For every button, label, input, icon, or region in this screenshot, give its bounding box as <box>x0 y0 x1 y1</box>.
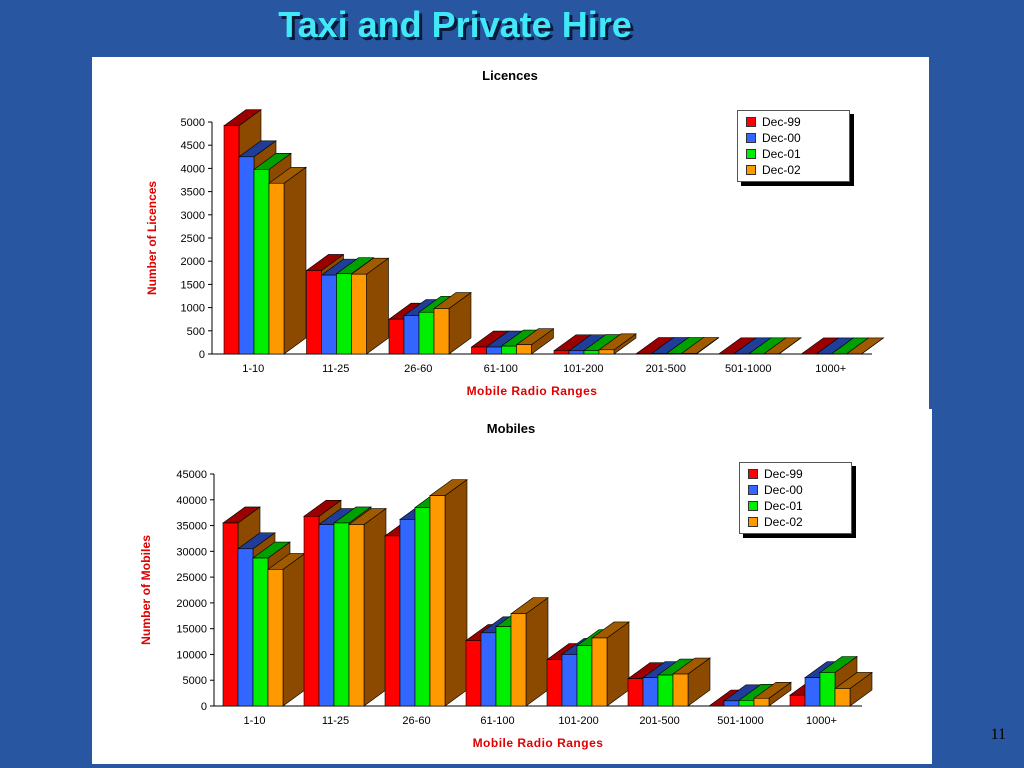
legend-swatch <box>746 117 756 127</box>
chart1-xtick-label: 26-60 <box>402 715 430 727</box>
chart0-xtick-label: 101-200 <box>563 363 603 375</box>
chart0-bar <box>680 336 720 355</box>
chart1-xtick-label: 501-1000 <box>717 715 764 727</box>
legend-swatch <box>746 133 756 143</box>
licences-legend: Dec-99 Dec-00 Dec-01 Dec-02 <box>737 110 850 182</box>
chart1-xtick-label: 1-10 <box>243 715 265 727</box>
chart0-ytick-label: 4000 <box>181 163 205 175</box>
chart1-ytick-label: 25000 <box>176 572 207 584</box>
chart1-bar <box>510 597 549 707</box>
chart1-bar <box>429 479 468 707</box>
legend-label: Dec-02 <box>764 515 803 529</box>
chart0-bar <box>350 257 390 355</box>
legend-item: Dec-99 <box>748 466 843 482</box>
chart0-ytick-label: 4500 <box>181 140 205 152</box>
chart0-bar <box>268 166 307 355</box>
legend-label: Dec-01 <box>762 147 801 161</box>
chart1-xtick-label: 11-25 <box>322 715 349 727</box>
chart1-bar <box>753 681 792 707</box>
licences-chart: Licences 0 500 1000 1500 2000 2500 3000 3500 4000… <box>145 68 885 398</box>
chart1-ytick-label: 45000 <box>176 469 207 481</box>
chart1-xtick-label: 1000+ <box>806 715 837 727</box>
chart0-xtick-label: 61-100 <box>484 363 518 375</box>
chart1-ytick-label: 35000 <box>176 521 207 533</box>
chart1-ytick-label: 20000 <box>176 598 207 610</box>
legend-label: Dec-99 <box>764 467 803 481</box>
chart1-xtick-label: 101-200 <box>558 715 598 727</box>
slide-title: Taxi and Private Hire <box>278 4 632 45</box>
chart0-xtick-label: 1-10 <box>242 363 264 375</box>
legend-item: Dec-01 <box>746 146 841 162</box>
chart0-ytick-label: 3500 <box>181 187 205 199</box>
chart0-bar <box>433 291 472 355</box>
chart1-ytick-label: 10000 <box>176 649 207 661</box>
legend-swatch <box>748 485 758 495</box>
legend-swatch <box>746 165 756 175</box>
chart1-ytick-label: 0 <box>201 701 207 713</box>
chart1-xtick-label: 201-500 <box>639 715 679 727</box>
chart0-xtick-label: 501-1000 <box>725 363 772 375</box>
chart1-ytick-label: 15000 <box>176 624 207 636</box>
chart0-xtick-label: 1000+ <box>815 363 846 375</box>
legend-label: Dec-00 <box>764 483 803 497</box>
legend-swatch <box>748 517 758 527</box>
chart1-xtick-label: 61-100 <box>480 715 514 727</box>
chart1-ytick-label: 5000 <box>183 675 207 687</box>
chart0-xtick-label: 11-25 <box>322 363 349 375</box>
legend-swatch <box>748 501 758 511</box>
legend-swatch <box>748 469 758 479</box>
chart0-title: Licences <box>482 68 538 83</box>
chart0-ytick-label: 1500 <box>181 279 205 291</box>
chart0-xtick-label: 201-500 <box>646 363 686 375</box>
chart0-ytick-label: 3000 <box>181 210 205 222</box>
chart1-title: Mobiles <box>487 421 535 436</box>
chart1-bar <box>591 621 630 707</box>
mobiles-legend: Dec-99 Dec-00 Dec-01 Dec-02 <box>739 462 852 534</box>
page-number: 11 <box>990 726 1006 743</box>
chart1-bar <box>348 507 387 707</box>
chart0-xlabel: Mobile Radio Ranges <box>467 384 598 398</box>
legend-item: Dec-02 <box>748 514 843 530</box>
legend-item: Dec-01 <box>748 498 843 514</box>
mobiles-chart-panel: Mobiles 0 5000 10000 15000 20000 25000 30000 350… <box>92 409 932 764</box>
chart0-ytick-label: 2000 <box>181 256 205 268</box>
legend-item: Dec-00 <box>746 130 841 146</box>
legend-label: Dec-99 <box>762 115 801 129</box>
chart0-bar <box>845 337 885 355</box>
chart0-ylabel: Number of Licences <box>145 181 159 295</box>
chart0-ytick-label: 5000 <box>181 117 205 129</box>
mobiles-chart: Mobiles 0 5000 10000 15000 20000 25000 30000 350… <box>139 421 873 750</box>
chart0-ytick-label: 1000 <box>181 303 205 315</box>
chart0-ytick-label: 0 <box>199 349 205 361</box>
chart1-bar <box>267 552 306 707</box>
chart0-bar <box>598 333 637 355</box>
chart0-bar <box>763 337 802 355</box>
licences-chart-panel: Licences 0 500 1000 1500 2000 2500 3000 3500 4000… <box>92 57 929 409</box>
chart1-bar <box>672 657 711 707</box>
chart1-ytick-label: 40000 <box>176 495 207 507</box>
chart0-ytick-label: 500 <box>187 326 205 338</box>
chart1-xlabel: Mobile Radio Ranges <box>473 736 604 750</box>
chart1-ytick-label: 30000 <box>176 546 207 558</box>
legend-label: Dec-01 <box>764 499 803 513</box>
legend-item: Dec-99 <box>746 114 841 130</box>
chart1-ylabel: Number of Mobiles <box>139 535 153 645</box>
legend-label: Dec-00 <box>762 131 801 145</box>
chart0-xtick-label: 26-60 <box>404 363 432 375</box>
chart0-bar <box>515 328 555 355</box>
legend-label: Dec-02 <box>762 163 801 177</box>
legend-item: Dec-02 <box>746 162 841 178</box>
legend-swatch <box>746 149 756 159</box>
legend-item: Dec-00 <box>748 482 843 498</box>
chart1-bar <box>834 671 873 707</box>
chart0-ytick-label: 2500 <box>181 233 205 245</box>
